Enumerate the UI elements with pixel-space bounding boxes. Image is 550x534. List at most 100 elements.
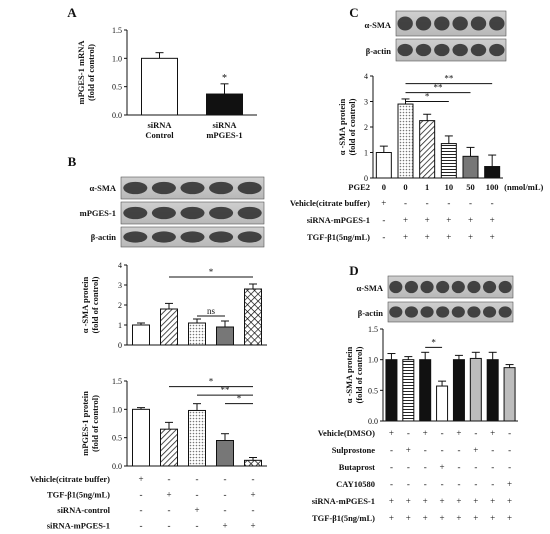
panel-d-condition-mark: -: [491, 445, 494, 455]
panel-d-blot-bactin-band: [389, 306, 403, 318]
panel-b1-y-tick-label: 2: [118, 301, 122, 310]
panel-c-bar-4: [440, 143, 457, 179]
panel-d-condition-mark: +: [507, 513, 512, 523]
panel-d-condition-mark: -: [390, 462, 393, 472]
panel-b2-bar-3: [188, 409, 206, 467]
panel-a-significance-label: *: [222, 73, 227, 84]
panel-d-y-label: (fold of control): [354, 346, 364, 403]
panel-c-condition-mark: -: [447, 198, 450, 208]
panel-c-blot-bactin-band: [470, 43, 487, 57]
panel-b-blot-mpges1-band: [151, 206, 176, 220]
panel-d-blot-asma-band: [389, 280, 403, 294]
panel-b2-bar-4: [216, 440, 234, 467]
panel-d-condition-label: CAY10580: [336, 479, 375, 489]
panel-d-condition-mark: -: [457, 445, 460, 455]
panel-b1-y-tick-label: 4: [118, 261, 122, 270]
panel-d-blot-bactin-band: [436, 306, 450, 318]
panel-d-blot-bactin-band: [404, 306, 418, 318]
panel-d-y-tick-label: 0.0: [368, 417, 378, 426]
panel-c-condition-mark: -: [382, 232, 385, 242]
panel-b2-y-label: (fold of control): [90, 395, 100, 452]
panel-d-condition-label: TGF-β1(5ng/mL): [312, 513, 375, 523]
panel-a-bar-2: [206, 93, 243, 116]
panel-b2-y-tick-label: 0.5: [112, 434, 122, 443]
panel-b-blot-bactin-band: [209, 231, 234, 243]
panel-c-condition-mark: +: [468, 215, 473, 225]
panel-d-condition-mark: -: [407, 428, 410, 438]
panel-a-category-label: mPGES-1: [206, 130, 242, 140]
panel-b2-significance-label: *: [209, 377, 214, 387]
panel-b-blot-label: mPGES-1: [80, 208, 116, 218]
panel-d-condition-mark: -: [474, 462, 477, 472]
panel-d-bar-6: [469, 357, 482, 422]
panel-c-blot-bactin-band: [415, 43, 432, 57]
panel-c-y-label: (fold of control): [347, 98, 357, 155]
panel-d-condition-mark: +: [423, 496, 428, 506]
panel-d-condition-mark: +: [389, 513, 394, 523]
panel-c-pge2-value: 100: [486, 182, 499, 192]
panel-d-blot-bactin-band: [498, 306, 512, 318]
panel-c-condition-mark: +: [381, 198, 386, 208]
panel-b1-bar-5: [244, 288, 262, 346]
panel-d-bar-5: [452, 359, 465, 422]
panel-d-blot-asma-band: [451, 280, 465, 294]
panel-b-condition-mark: +: [222, 521, 227, 531]
panel-c-pge2-label: PGE2: [348, 182, 370, 192]
panel-c-pge2-value: 50: [466, 182, 475, 192]
panel-d-blot-asma-band: [420, 280, 434, 294]
panel-c-y-label: α -SMA protein: [337, 98, 347, 155]
panel-a-y-tick-label: 1.5: [112, 26, 122, 35]
panel-d-condition-mark: +: [473, 513, 478, 523]
panel-d-condition-mark: +: [389, 428, 394, 438]
panel-b-condition-label: siRNA-control: [57, 505, 110, 515]
panel-b1-bar-3: [188, 322, 206, 346]
panel-c-condition-mark: +: [468, 232, 473, 242]
panel-d-condition-mark: +: [423, 513, 428, 523]
panel-b1-significance-label: *: [209, 267, 214, 277]
panel-a-y-label: (fold of control): [86, 44, 96, 101]
panel-d-condition-mark: -: [491, 462, 494, 472]
panel-b-blot-bactin-band: [237, 231, 262, 243]
panel-c-blot-asma-band: [452, 16, 468, 31]
panel-d-condition-mark: +: [456, 513, 461, 523]
panel-d-condition-mark: +: [423, 428, 428, 438]
panel-c-pge2-value: 0: [382, 182, 386, 192]
panel-d-condition-mark: -: [424, 445, 427, 455]
panel-d-condition-mark: +: [440, 496, 445, 506]
panel-c-condition-mark: -: [404, 198, 407, 208]
panel-c-significance-label: *: [425, 92, 430, 102]
panel-c-pge2-value: 0: [403, 182, 407, 192]
panel-c-significance-label: **: [434, 83, 444, 93]
panel-d-blot-bactin-band: [467, 306, 481, 318]
panel-d-blot-asma-strip: [387, 275, 514, 299]
panel-c-blot-label: α-SMA: [365, 20, 392, 30]
panel-d-condition-label: siRNA-mPGES-1: [312, 496, 375, 506]
panel-c-blot-asma-strip: [395, 10, 507, 37]
panel-c-pge2-value: 1: [425, 182, 429, 192]
panel-d-condition-mark: -: [407, 462, 410, 472]
panel-b2-y-tick-label: 1.5: [112, 377, 122, 386]
panel-c-blot-bactin-band: [489, 43, 505, 57]
panel-d-y-tick-label: 1.5: [368, 325, 378, 334]
panel-a-category-label: siRNA: [147, 120, 172, 130]
panel-d-blot-label: α-SMA: [357, 283, 384, 293]
panel-b-blot-mpges1-band: [180, 206, 205, 220]
panel-b1-y-label: (fold of control): [90, 276, 100, 333]
panel-b2-bar-5: [244, 459, 262, 467]
panel-b-letter: B: [68, 154, 77, 169]
panel-d-letter: D: [349, 263, 358, 278]
panel-b1-bar-2: [160, 308, 178, 346]
panel-b-blot-bactin-band: [180, 231, 205, 243]
panel-b-condition-mark: -: [196, 474, 199, 484]
panel-c-condition-label: Vehicle(citrate buffer): [290, 198, 370, 208]
panel-c-condition-mark: +: [446, 215, 451, 225]
panel-d-condition-mark: +: [440, 513, 445, 523]
panel-d-condition-mark: +: [406, 496, 411, 506]
panel-b-blot-asma-band: [180, 181, 205, 195]
panel-b1-y-label: α -SMA protein: [80, 276, 90, 333]
panel-b-blot-bactin-band: [123, 231, 148, 243]
panel-b-condition-mark: -: [140, 521, 143, 531]
panel-c-blot-label: β-actin: [366, 46, 392, 56]
panel-a-y-tick-label: 0.0: [112, 111, 122, 120]
panel-a-y-tick-label: 0.5: [112, 83, 122, 92]
